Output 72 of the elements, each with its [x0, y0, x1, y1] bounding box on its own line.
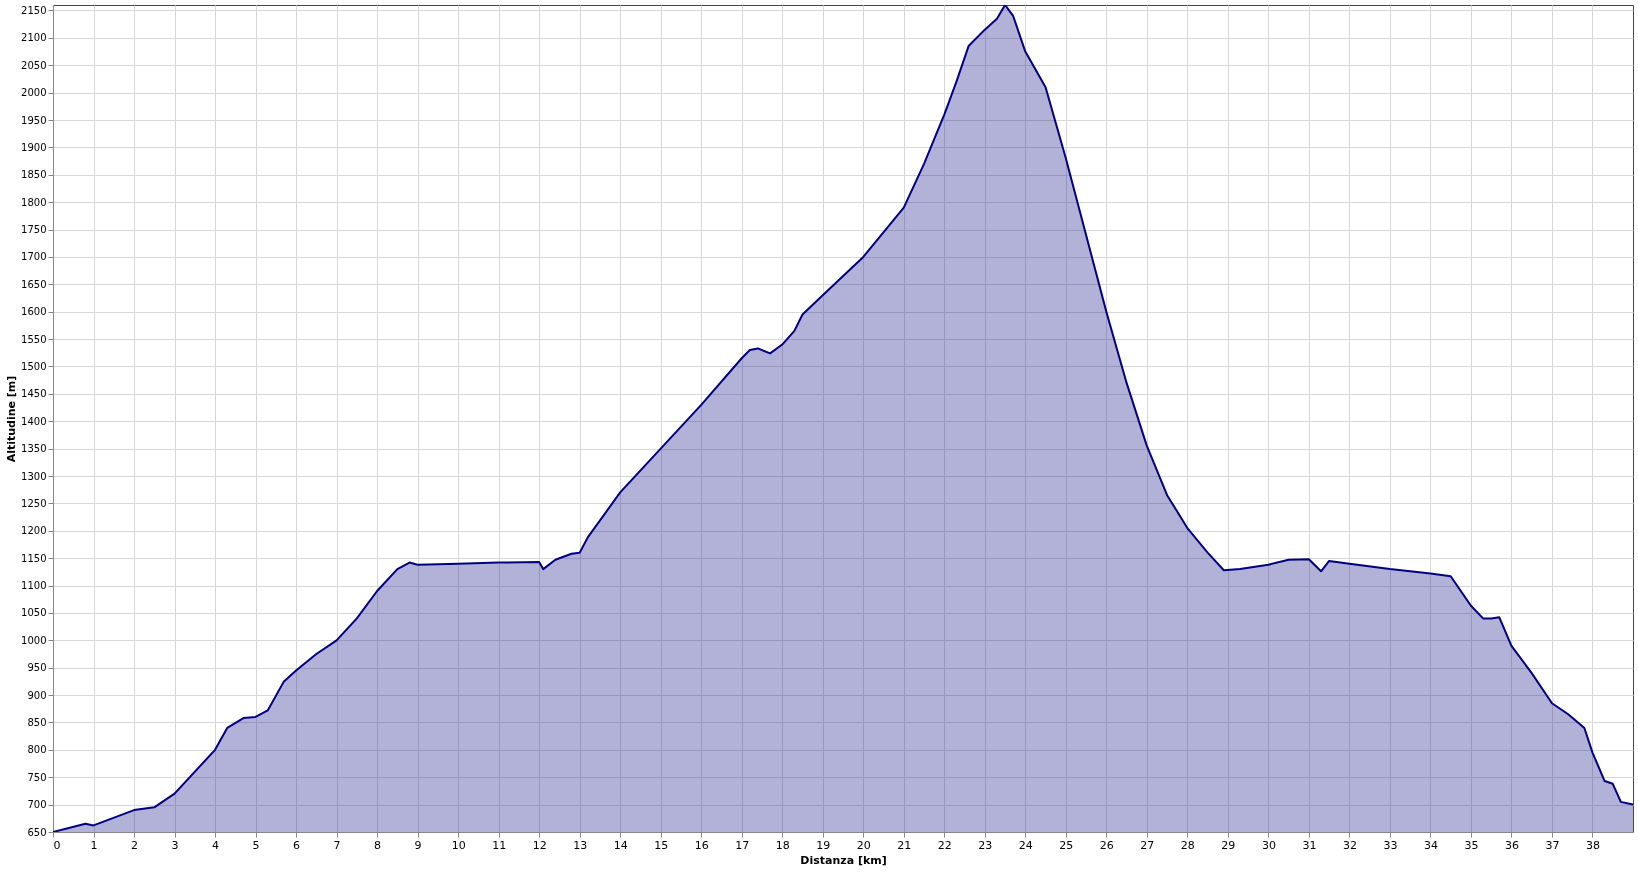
- x-tick-label: 31: [1302, 838, 1317, 852]
- y-tick-label: 1400: [21, 415, 47, 427]
- x-tick-label: 7: [333, 838, 341, 852]
- y-tick-label: 1000: [21, 634, 47, 646]
- x-tick-label: 4: [212, 838, 220, 852]
- y-tick-label: 1200: [21, 525, 47, 537]
- x-tick-label: 24: [1018, 838, 1033, 852]
- x-tick-label: 13: [573, 838, 588, 852]
- x-tick-label: 8: [374, 838, 382, 852]
- x-tick-label: 20: [856, 838, 871, 852]
- x-tick-label: 32: [1342, 838, 1357, 852]
- y-tick-label: 1650: [21, 278, 47, 290]
- y-tick-label: 1850: [21, 169, 47, 181]
- x-tick-label: 15: [654, 838, 669, 852]
- y-tick-label: 1150: [21, 552, 47, 564]
- x-tick-label: 22: [937, 838, 952, 852]
- x-tick-label: 11: [492, 838, 507, 852]
- x-tick-label: 14: [613, 838, 628, 852]
- y-tick-label: 800: [27, 744, 47, 756]
- x-tick-label: 26: [1099, 838, 1114, 852]
- y-tick-label: 1550: [21, 333, 47, 345]
- x-tick-label: 37: [1545, 838, 1560, 852]
- x-tick-label: 36: [1504, 838, 1519, 852]
- x-tick-label: 12: [532, 838, 547, 852]
- y-axis-title: Altitudine [m]: [5, 375, 19, 463]
- x-tick-label: 1: [90, 838, 98, 852]
- x-tick-label: 9: [414, 838, 422, 852]
- y-tick-label: 1450: [21, 388, 47, 400]
- y-tick-label: 950: [27, 662, 47, 674]
- x-tick-label: 16: [694, 838, 709, 852]
- y-tick-label: 1900: [21, 141, 47, 153]
- y-tick-label: 1500: [21, 360, 47, 372]
- x-tick-label: 3: [171, 838, 179, 852]
- x-tick-label: 29: [1221, 838, 1236, 852]
- x-tick-label: 34: [1423, 838, 1438, 852]
- x-tick-label: 30: [1261, 838, 1276, 852]
- y-tick-label: 2000: [21, 87, 47, 99]
- x-tick-label: 0: [53, 838, 61, 852]
- x-tick-label: 5: [252, 838, 260, 852]
- x-tick-label: 21: [897, 838, 912, 852]
- x-tick-label: 2: [131, 838, 139, 852]
- x-tick-label: 28: [1180, 838, 1195, 852]
- y-tick-label: 1800: [21, 196, 47, 208]
- y-tick-label: 1050: [21, 607, 47, 619]
- y-tick-label: 700: [27, 799, 47, 811]
- x-tick-label: 19: [816, 838, 831, 852]
- x-tick-label: 6: [293, 838, 301, 852]
- y-tick-label: 2100: [21, 32, 47, 44]
- y-tick-label: 2050: [21, 59, 47, 71]
- y-tick-label: 2150: [21, 4, 47, 16]
- y-tick-label: 650: [27, 826, 47, 838]
- x-tick-label: 35: [1464, 838, 1479, 852]
- y-tick-label: 1750: [21, 224, 47, 236]
- y-tick-label: 1250: [21, 497, 47, 509]
- x-tick-label: 18: [775, 838, 790, 852]
- x-tick-label: 25: [1059, 838, 1074, 852]
- y-tick-label: 750: [27, 771, 47, 783]
- x-axis-title: Distanza [km]: [800, 853, 887, 867]
- y-tick-label: 1300: [21, 470, 47, 482]
- x-tick-label: 17: [735, 838, 750, 852]
- y-tick-label: 1350: [21, 443, 47, 455]
- x-tick-label: 10: [451, 838, 466, 852]
- y-tick-label: 850: [27, 716, 47, 728]
- y-tick-label: 1600: [21, 306, 47, 318]
- y-tick-label: 900: [27, 689, 47, 701]
- x-tick-label: 33: [1383, 838, 1398, 852]
- x-tick-label: 23: [978, 838, 993, 852]
- y-tick-label: 1700: [21, 251, 47, 263]
- x-tick-label: 38: [1585, 838, 1600, 852]
- y-tick-label: 1100: [21, 580, 47, 592]
- x-tick-label: 27: [1140, 838, 1155, 852]
- y-tick-label: 1950: [21, 114, 47, 126]
